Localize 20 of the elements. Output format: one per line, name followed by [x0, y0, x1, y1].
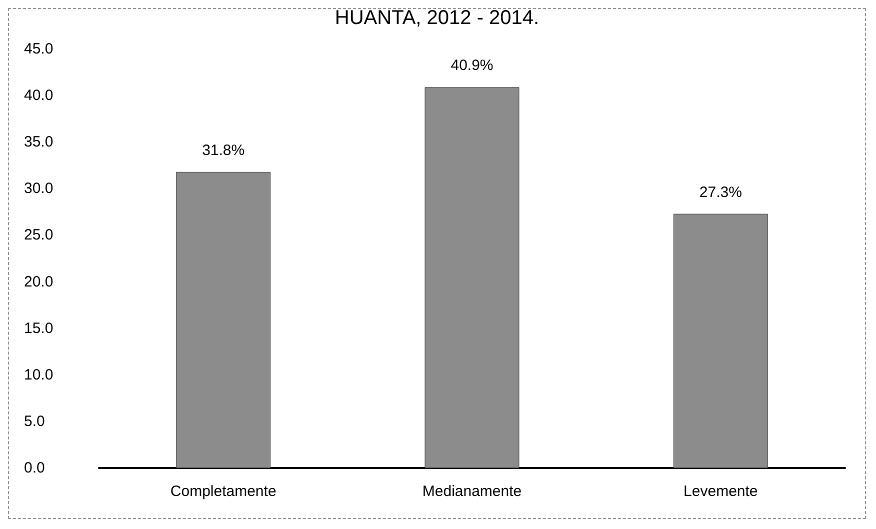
- data-label: 40.9%: [450, 57, 494, 74]
- y-tick-label: 30.0: [24, 180, 54, 198]
- y-tick-label: 5.0: [24, 412, 45, 430]
- y-tick-label: 40.0: [24, 87, 54, 104]
- y-tick-label: 45.0: [24, 40, 54, 58]
- y-tick-label: 10.0: [24, 366, 54, 384]
- x-tick-label: Levemente: [684, 483, 758, 500]
- bar: [673, 214, 768, 468]
- bar: [176, 172, 271, 468]
- x-tick-label: Medianamente: [422, 483, 522, 500]
- data-label: 27.3%: [699, 184, 742, 201]
- y-tick-label: 35.0: [24, 134, 54, 151]
- y-tick-label: 0.0: [24, 460, 45, 476]
- y-tick-label: 15.0: [24, 320, 54, 337]
- data-label: 31.8%: [202, 142, 245, 159]
- x-tick-label: Completamente: [170, 483, 276, 500]
- bar: [424, 87, 520, 468]
- y-tick-label: 20.0: [24, 273, 54, 290]
- y-tick-label: 25.0: [24, 226, 54, 244]
- chart-title: HUANTA, 2012 - 2014.: [334, 7, 540, 29]
